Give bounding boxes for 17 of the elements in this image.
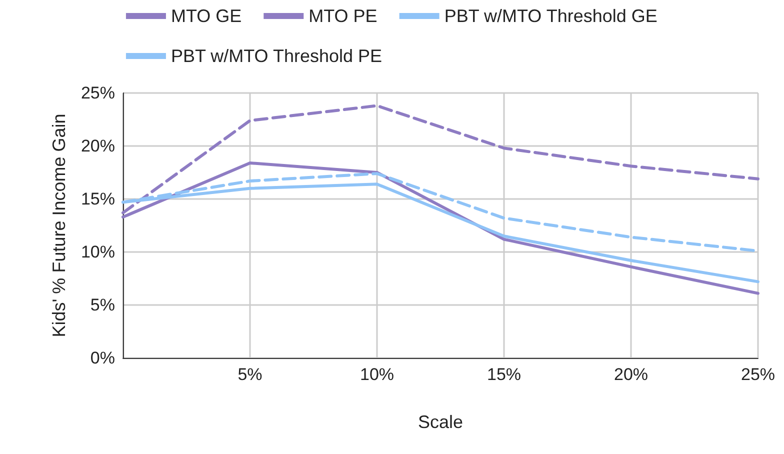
y-tick-label: 20%: [80, 136, 115, 156]
y-tick-label: 5%: [90, 296, 115, 314]
x-tick-label: 10%: [360, 365, 394, 384]
y-axis-title: Kids' % Future Income Gain: [49, 114, 69, 338]
legend-label: MTO GE: [170, 6, 242, 26]
x-tick-label: 25%: [740, 365, 776, 384]
legend-label: PBT w/MTO Threshold GE: [444, 6, 658, 26]
x-tick-label: 5%: [238, 365, 262, 384]
legend-label: MTO PE: [308, 6, 378, 26]
x-tick-label: 15%: [486, 365, 522, 384]
y-tick-label: 15%: [80, 190, 115, 208]
y-tick-label: 10%: [80, 242, 115, 262]
legend-label: PBT w/MTO Threshold PE: [170, 46, 382, 66]
x-axis-title: Scale: [418, 412, 464, 432]
y-tick-label: 25%: [80, 84, 115, 102]
y-tick-label: 0%: [90, 348, 115, 368]
x-tick-label: 20%: [614, 365, 648, 384]
